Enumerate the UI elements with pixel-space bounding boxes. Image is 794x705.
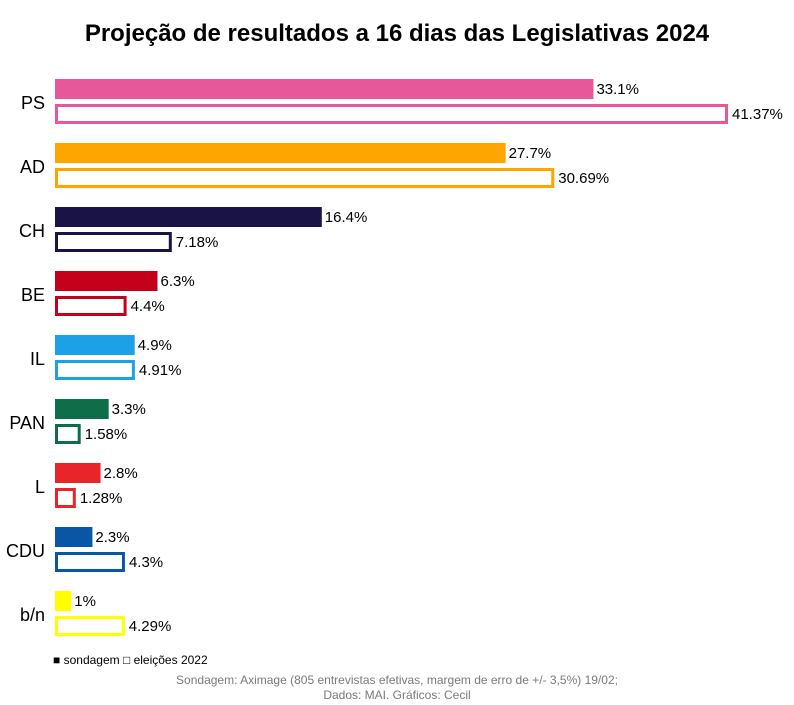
- bar-sondagem-l: [55, 463, 101, 483]
- source-line-1: Sondagem: Aximage (805 entrevistas efeti…: [176, 673, 618, 687]
- bar-eleicoes-2022-cdu: [55, 552, 125, 572]
- value-label-eleicoes-2022-b-n: 4.29%: [129, 618, 172, 635]
- source-note: Sondagem: Aximage (805 entrevistas efeti…: [0, 673, 794, 703]
- value-label-sondagem-il: 4.9%: [138, 337, 172, 354]
- bar-eleicoes-2022-be: [55, 296, 127, 316]
- bar-eleicoes-2022-ad: [55, 168, 555, 188]
- value-label-eleicoes-2022-l: 1.28%: [80, 490, 123, 507]
- value-label-eleicoes-2022-cdu: 4.3%: [129, 554, 163, 571]
- value-label-eleicoes-2022-ch: 7.18%: [176, 234, 219, 251]
- bar-sondagem-cdu: [55, 527, 93, 547]
- bar-chart: PS 33.1% 41.37% AD 27.7% 30.69% CH 16.4% 7.18% BE…: [6, 79, 783, 636]
- bar-eleicoes-2022-l: [55, 488, 76, 508]
- value-label-sondagem-be: 6.3%: [160, 273, 194, 290]
- value-label-eleicoes-2022-ad: 30.69%: [558, 170, 609, 187]
- value-label-eleicoes-2022-ps: 41.37%: [732, 106, 783, 123]
- category-label-il: IL: [30, 349, 45, 369]
- value-label-sondagem-b-n: 1%: [74, 593, 96, 610]
- legend-filled-label: sondagem: [63, 653, 120, 667]
- value-label-sondagem-pan: 3.3%: [112, 401, 146, 418]
- value-label-sondagem-ad: 27.7%: [509, 145, 552, 162]
- value-label-eleicoes-2022-be: 4.4%: [131, 298, 165, 315]
- source-line-2: Dados: MAI. Gráficos: Cecil: [323, 688, 471, 702]
- legend: ■ sondagem □ eleições 2022: [53, 653, 208, 667]
- category-label-ps: PS: [21, 93, 45, 113]
- value-label-eleicoes-2022-pan: 1.58%: [85, 426, 128, 443]
- bar-eleicoes-2022-ch: [55, 232, 172, 252]
- chart-title: Projeção de resultados a 16 dias das Leg…: [84, 20, 710, 47]
- bar-eleicoes-2022-pan: [55, 424, 81, 444]
- legend-outline-symbol: □: [122, 653, 131, 667]
- legend-outline-label: eleições 2022: [133, 653, 208, 667]
- value-label-eleicoes-2022-il: 4.91%: [139, 362, 182, 379]
- category-label-b-n: b/n: [20, 605, 45, 625]
- bar-sondagem-b-n: [55, 591, 72, 611]
- bar-sondagem-be: [55, 271, 158, 291]
- bar-eleicoes-2022-ps: [55, 104, 728, 124]
- category-label-l: L: [35, 477, 45, 497]
- bar-sondagem-il: [55, 335, 135, 355]
- bar-eleicoes-2022-il: [55, 360, 135, 380]
- value-label-sondagem-cdu: 2.3%: [95, 529, 129, 546]
- category-label-ch: CH: [19, 221, 45, 241]
- category-label-be: BE: [21, 285, 45, 305]
- bar-sondagem-pan: [55, 399, 109, 419]
- legend-filled-symbol: ■: [53, 653, 61, 667]
- bar-sondagem-ch: [55, 207, 322, 227]
- bar-sondagem-ad: [55, 143, 506, 163]
- bar-sondagem-ps: [55, 79, 594, 99]
- category-label-pan: PAN: [9, 413, 45, 433]
- category-label-ad: AD: [20, 157, 45, 177]
- bar-eleicoes-2022-b-n: [55, 616, 125, 636]
- value-label-sondagem-ps: 33.1%: [596, 81, 639, 98]
- value-label-sondagem-l: 2.8%: [104, 465, 138, 482]
- category-label-cdu: CDU: [6, 541, 45, 561]
- value-label-sondagem-ch: 16.4%: [325, 209, 368, 226]
